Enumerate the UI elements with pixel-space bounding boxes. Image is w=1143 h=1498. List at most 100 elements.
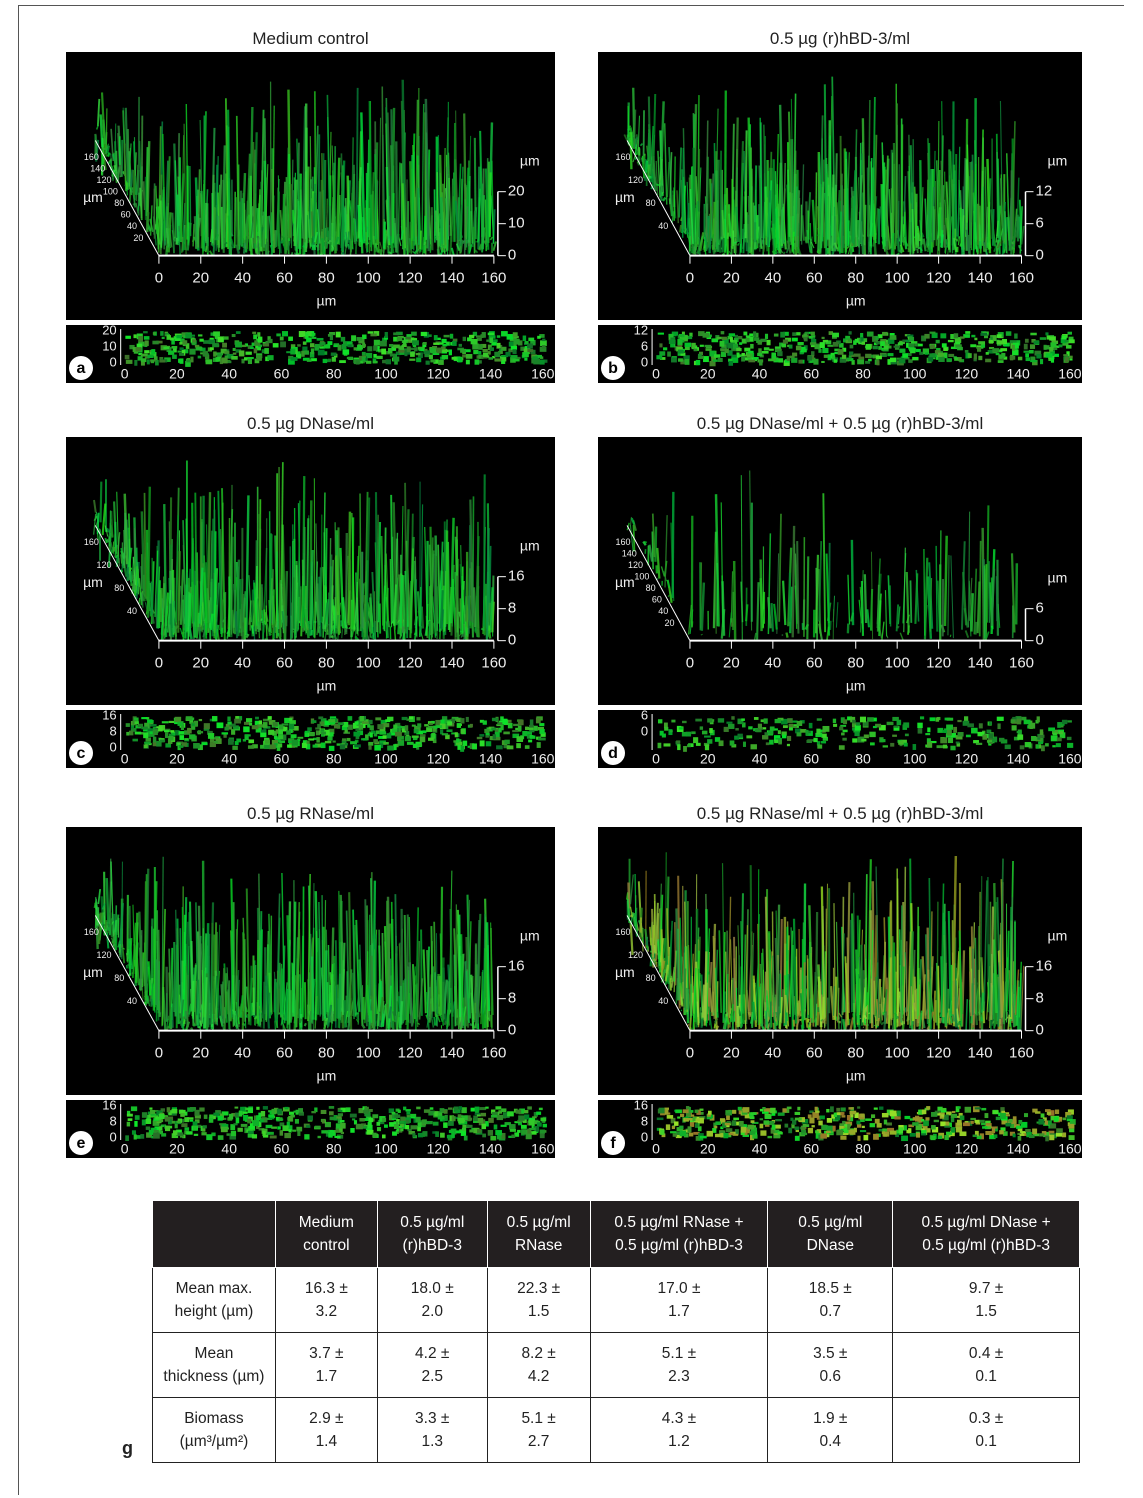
strip-dot: [993, 336, 997, 341]
strip-dot: [906, 340, 909, 343]
strip-dot: [758, 724, 762, 729]
strip-dot: [304, 350, 309, 354]
strip-dot: [927, 738, 931, 742]
strip-dot: [347, 344, 351, 347]
strip-dot: [537, 742, 541, 748]
strip-dot: [908, 353, 912, 356]
streak: [342, 629, 343, 638]
strip-dot: [417, 723, 421, 727]
strip-dot: [876, 360, 879, 365]
strip-dot: [1068, 332, 1072, 335]
x-tick-label: 100: [885, 655, 910, 672]
strip-dot: [446, 729, 452, 732]
strip-dot: [1029, 350, 1034, 354]
strip-dot: [144, 350, 149, 353]
streak: [646, 161, 647, 173]
streak: [327, 634, 328, 635]
strip-dot: [397, 337, 403, 341]
strip-dot: [246, 718, 252, 722]
streak: [424, 242, 425, 245]
strip-dot: [898, 342, 903, 345]
streak: [176, 238, 177, 245]
strip-dot: [670, 730, 673, 732]
strip-dot: [840, 359, 846, 363]
strip-dot: [126, 732, 129, 736]
strip-dot: [817, 718, 822, 720]
panel-title: 0.5 µg DNase/ml + 0.5 µg (r)hBD-3/ml: [598, 414, 1082, 434]
strip-dot: [164, 730, 169, 732]
streak: [120, 949, 121, 955]
strip-dot: [289, 718, 292, 721]
strip-dot: [691, 731, 695, 734]
strip-dot: [1017, 719, 1022, 725]
strip-dot: [497, 722, 502, 725]
strip-dot: [887, 722, 894, 725]
streak: [200, 193, 201, 236]
strip-dot: [917, 723, 922, 728]
streak: [910, 580, 911, 622]
strip-dot: [677, 339, 682, 345]
strip-dot: [849, 351, 853, 355]
strip-dot: [1012, 717, 1016, 719]
strip-dot: [890, 335, 896, 340]
strip-dot: [897, 720, 902, 725]
streak: [275, 1009, 276, 1021]
strip-dot: [736, 352, 739, 357]
strip-dot: [857, 359, 864, 364]
strip-dot: [452, 357, 457, 360]
strip-dot: [291, 734, 297, 738]
streak: [131, 584, 133, 585]
strip-dot: [813, 738, 817, 742]
strip-x-label: 60: [803, 751, 819, 767]
streak: [193, 224, 194, 246]
streak: [934, 206, 935, 240]
strip-dot: [457, 723, 461, 728]
strip-dot: [942, 730, 947, 733]
strip-dot: [980, 333, 987, 336]
strip-dot: [466, 360, 470, 365]
strip-dot: [196, 347, 203, 351]
strip-dot: [491, 727, 496, 730]
streak: [389, 252, 392, 253]
strip-dot: [507, 745, 514, 749]
strip-x-label: 160: [1058, 751, 1082, 767]
strip-dot: [811, 335, 815, 337]
strip-dot: [764, 347, 769, 350]
strip-dot: [729, 333, 735, 336]
strip-dot: [336, 332, 341, 338]
strip-dot: [206, 359, 213, 364]
streak: [209, 934, 210, 1027]
strip-dot: [347, 357, 353, 359]
strip-dot: [968, 353, 972, 358]
strip-dot: [172, 355, 177, 359]
strip-dot: [480, 334, 483, 338]
strip-dot: [136, 347, 142, 351]
strip-dot: [927, 742, 932, 748]
strip-dot: [376, 730, 379, 734]
strip-dot: [1064, 340, 1068, 342]
strip-dot: [927, 727, 930, 732]
strip-dot: [490, 337, 493, 343]
strip-dot: [542, 345, 546, 349]
strip-dot: [260, 732, 266, 737]
strip-dot: [376, 356, 382, 359]
strip-dot: [466, 717, 469, 722]
strip-dot: [311, 348, 314, 354]
strip-dot: [162, 337, 165, 339]
strip-dot: [807, 356, 812, 361]
strip-dot: [407, 742, 414, 745]
render-3d: 020406080100120140160µm01020µm1601401201…: [66, 52, 555, 320]
strip-dot: [225, 355, 229, 357]
strip-dot: [838, 349, 844, 355]
x-tick-label: 40: [234, 270, 251, 287]
strip-dot: [182, 340, 187, 344]
strip-dot: [529, 725, 534, 728]
strip-dot: [381, 349, 386, 355]
strip-dot: [1052, 745, 1055, 747]
strip-dot: [451, 732, 455, 734]
strip-dot: [347, 738, 351, 741]
strip-dot: [250, 347, 254, 349]
strip-dot: [292, 740, 298, 746]
streak: [935, 181, 936, 246]
strip-dot: [1051, 735, 1058, 741]
